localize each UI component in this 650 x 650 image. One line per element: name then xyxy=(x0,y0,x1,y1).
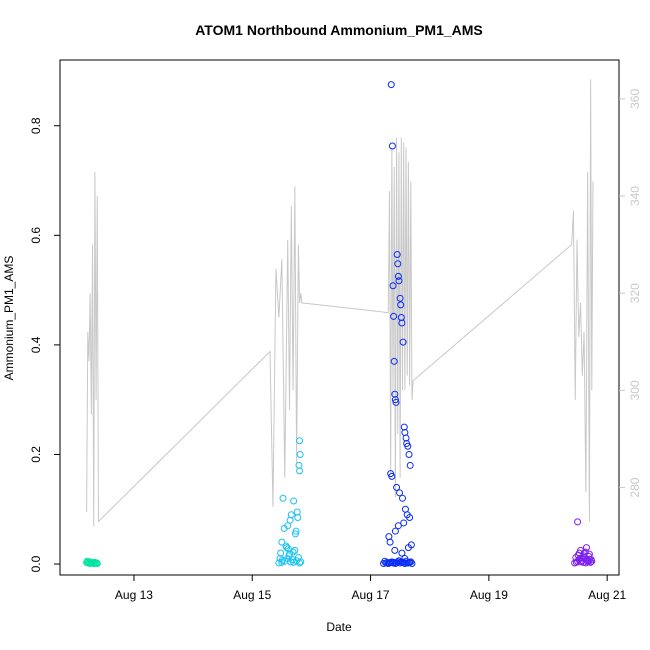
data-point-s2 xyxy=(295,461,303,469)
y2-tick-label: 300 xyxy=(628,380,642,400)
data-point-s3 xyxy=(388,142,396,150)
data-point-s2 xyxy=(291,546,299,554)
data-point-s2 xyxy=(290,497,298,505)
data-point-s2 xyxy=(287,511,295,519)
data-point-s2 xyxy=(292,527,300,535)
secondary-line xyxy=(86,79,594,527)
data-point-s3 xyxy=(406,461,414,469)
data-point-s3 xyxy=(406,513,414,521)
data-point-s3 xyxy=(398,549,406,557)
data-point-s2 xyxy=(284,545,292,553)
points-layer xyxy=(83,81,596,567)
y-axis: 0.0 0.2 0.4 0.6 0.8 xyxy=(29,117,60,572)
data-point-s2 xyxy=(296,437,304,445)
data-point-s3 xyxy=(390,357,398,365)
data-point-s3 xyxy=(404,544,412,552)
data-point-s3 xyxy=(391,396,399,404)
x-tick-label: Aug 21 xyxy=(588,588,626,602)
data-point-s3 xyxy=(392,398,400,406)
data-point-s3 xyxy=(395,277,403,285)
data-point-s3 xyxy=(393,483,401,491)
data-point-s3 xyxy=(394,522,402,530)
data-point-s3 xyxy=(388,472,396,480)
data-point-s3 xyxy=(398,319,406,327)
data-point-s3 xyxy=(401,555,409,563)
data-point-s3 xyxy=(400,519,408,527)
data-point-s3 xyxy=(390,312,398,320)
data-point-s2 xyxy=(278,556,286,564)
plot-frame xyxy=(59,59,620,576)
data-point-s3 xyxy=(404,442,412,450)
data-point-s3 xyxy=(391,527,399,535)
x-tick-label: Aug 19 xyxy=(470,588,508,602)
data-point-s3 xyxy=(399,338,407,346)
data-point-s3 xyxy=(389,282,397,290)
data-point-s3 xyxy=(397,301,405,309)
data-point-s1 xyxy=(93,559,101,567)
y-tick-label: 0.0 xyxy=(29,555,43,572)
data-point-s3 xyxy=(399,494,406,502)
x-axis: Aug 13 Aug 15 Aug 17 Aug 19 Aug 21 xyxy=(115,575,627,602)
data-point-s3 xyxy=(408,559,416,567)
data-point-s3 xyxy=(393,559,401,567)
x-tick-label: Aug 15 xyxy=(233,588,271,602)
y2-tick-label: 360 xyxy=(628,89,642,109)
data-point-s4 xyxy=(574,518,582,526)
data-point-s3 xyxy=(393,250,401,258)
data-point-s4 xyxy=(580,550,588,558)
data-point-s2 xyxy=(294,513,302,521)
data-point-s3 xyxy=(387,81,395,89)
data-point-s2 xyxy=(288,556,296,564)
x-tick-label: Aug 17 xyxy=(352,588,390,602)
data-point-s2 xyxy=(289,548,297,556)
data-point-s2 xyxy=(296,450,304,458)
data-point-s2 xyxy=(280,524,288,532)
data-point-s3 xyxy=(396,294,404,302)
data-point-s4 xyxy=(581,548,589,556)
y-tick-label: 0.8 xyxy=(29,117,43,134)
data-point-s2 xyxy=(278,538,286,546)
data-point-s4 xyxy=(582,544,590,552)
data-point-s3 xyxy=(394,260,402,268)
y2-axis: 280 300 320 340 360 xyxy=(619,89,642,498)
data-point-s2 xyxy=(279,494,287,502)
data-point-s3 xyxy=(386,538,394,546)
y2-tick-label: 340 xyxy=(628,186,642,206)
x-tick-label: Aug 13 xyxy=(115,588,153,602)
x-axis-label: Date xyxy=(326,620,352,634)
data-point-s4 xyxy=(584,557,592,565)
data-point-s1 xyxy=(93,559,101,567)
y-tick-label: 0.6 xyxy=(29,227,43,244)
data-point-s2 xyxy=(291,530,299,538)
data-point-s3 xyxy=(396,489,404,497)
y2-tick-label: 280 xyxy=(628,477,642,497)
data-point-s2 xyxy=(294,553,302,561)
data-point-s3 xyxy=(407,558,415,566)
data-point-s3 xyxy=(405,450,413,458)
y2-tick-label: 320 xyxy=(628,283,642,303)
data-point-s4 xyxy=(587,556,595,564)
chart-title: ATOM1 Northbound Ammonium_PM1_AMS xyxy=(195,22,483,38)
y-tick-label: 0.4 xyxy=(29,336,43,353)
y-axis-label: Ammonium_PM1_AMS xyxy=(2,256,16,381)
data-point-s3 xyxy=(394,272,402,280)
data-point-s3 xyxy=(385,533,393,541)
data-point-s3 xyxy=(391,546,399,554)
y-tick-label: 0.2 xyxy=(29,446,43,463)
line-layer xyxy=(86,79,594,527)
